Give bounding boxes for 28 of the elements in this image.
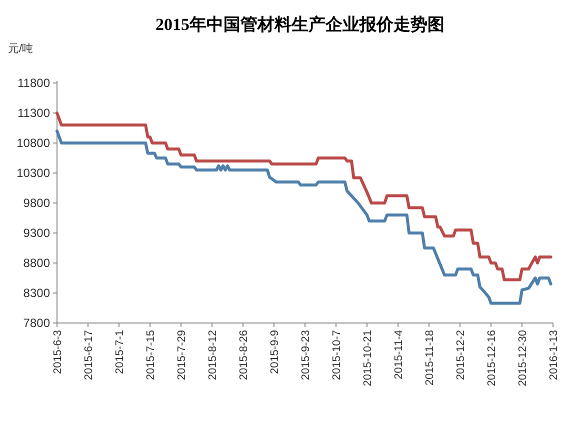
xtick: 2015-12-30 <box>517 330 529 386</box>
xtick: 2015-12-2 <box>455 330 467 380</box>
xtick: 2015-10-7 <box>331 330 343 380</box>
xtick: 2015-10-21 <box>362 330 374 386</box>
ytick: 8800 <box>23 256 50 270</box>
ytick: 10800 <box>16 136 50 150</box>
xtick: 2015-9-9 <box>269 330 281 374</box>
xtick: 2015-7-1 <box>114 330 126 374</box>
xtick: 2015-8-26 <box>238 330 250 380</box>
ylabel: 元/吨 <box>8 43 34 55</box>
ytick: 7800 <box>23 316 50 330</box>
xtick: 2015-11-4 <box>393 330 405 380</box>
xtick: 2015-6-3 <box>52 330 64 374</box>
xtick: 2015-12-16 <box>486 330 498 386</box>
xtick: 2015-6-17 <box>83 330 95 380</box>
ytick: 10300 <box>16 166 50 180</box>
ytick: 11800 <box>18 76 50 90</box>
ytick: 9800 <box>23 196 50 210</box>
xtick: 2015-9-23 <box>300 330 312 380</box>
xtick: 2015-11-18 <box>424 330 436 386</box>
xtick: 2015-7-15 <box>145 330 157 380</box>
ytick: 8300 <box>23 286 50 300</box>
xtick: 2016-1-13 <box>548 330 560 380</box>
xtick: 2015-8-12 <box>207 330 219 380</box>
title: 2015年中国管材料生产企业报价走势图 <box>156 15 444 34</box>
xtick: 2015-7-29 <box>176 330 188 380</box>
ytick: 11300 <box>18 106 50 120</box>
ytick: 9300 <box>23 226 50 240</box>
